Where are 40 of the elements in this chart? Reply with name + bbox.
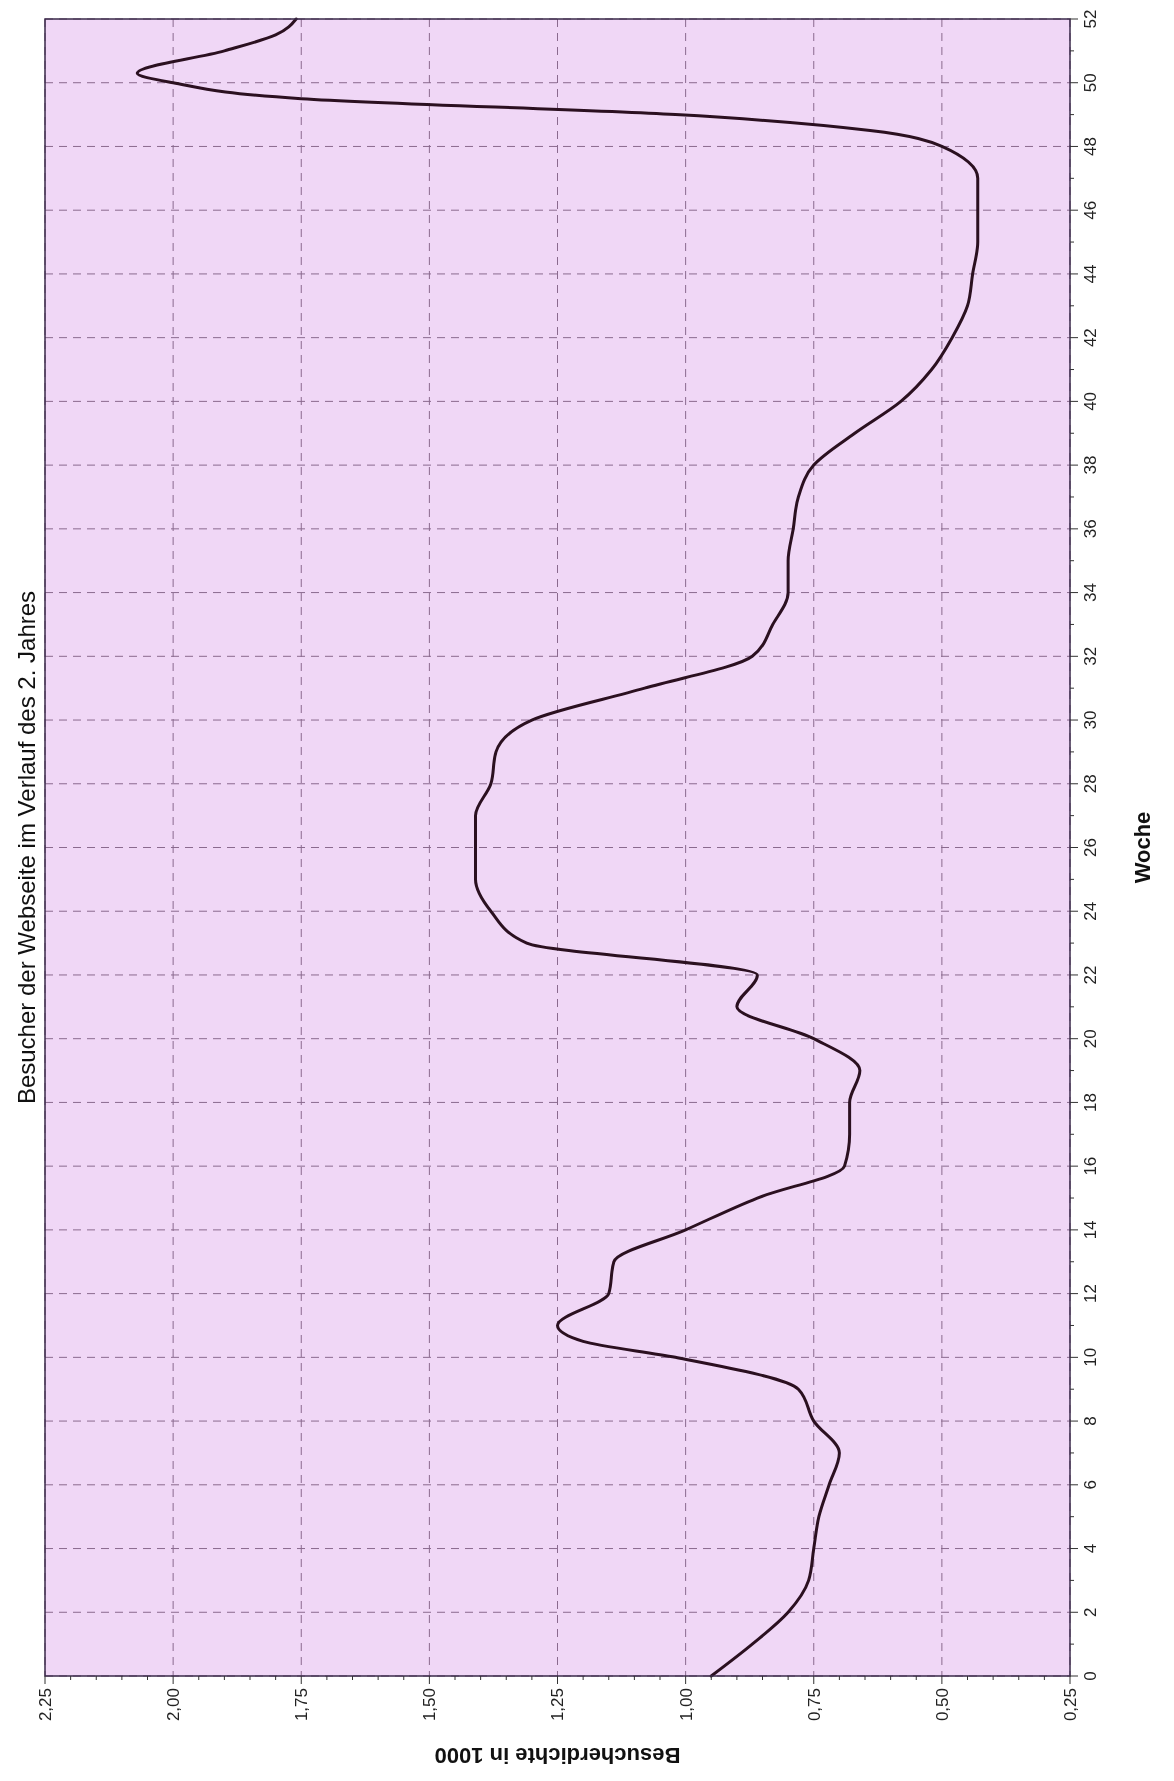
y-tick-label: 32 <box>1080 646 1100 666</box>
y-tick-label: 20 <box>1080 1029 1100 1049</box>
y-tick-label: 8 <box>1080 1416 1100 1426</box>
y-tick-label: 34 <box>1080 583 1100 603</box>
x-tick-label: 0,25 <box>1060 1688 1080 1722</box>
y-tick-label: 26 <box>1080 838 1100 857</box>
y-tick-label: 40 <box>1080 391 1100 411</box>
x-tick-label: 1,00 <box>676 1688 696 1722</box>
y-tick-label: 52 <box>1080 9 1100 29</box>
y-tick-label: 16 <box>1080 1156 1100 1176</box>
text: Besucher der Webseite im Verlauf des 2. Jahres <box>13 590 40 1105</box>
y-tick-label: 50 <box>1080 73 1100 93</box>
x-tick-label: 2,25 <box>35 1688 55 1722</box>
x-tick-label: 2,00 <box>164 1688 184 1722</box>
y-tick-label: 12 <box>1080 1284 1100 1304</box>
x-tick-label: 0,50 <box>932 1688 952 1722</box>
x-tick-label: 1,75 <box>292 1688 312 1722</box>
y-tick-label: 22 <box>1080 965 1100 985</box>
y-tick-label: 2 <box>1080 1607 1100 1617</box>
y-tick-label: 42 <box>1080 328 1100 348</box>
y-tick-label: 44 <box>1080 264 1100 284</box>
y-tick-label: 46 <box>1080 200 1100 220</box>
y-tick-label: 36 <box>1080 519 1100 539</box>
y-tick-label: 24 <box>1080 901 1100 921</box>
y-tick-label: 14 <box>1080 1220 1100 1240</box>
y-tick-label: 10 <box>1080 1347 1100 1367</box>
y-tick-label: 38 <box>1080 455 1100 475</box>
y-tick-label: 30 <box>1080 710 1100 730</box>
y-axis-title: Woche <box>1130 811 1155 884</box>
y-tick-label: 6 <box>1080 1480 1100 1490</box>
x-tick-label: 1,25 <box>548 1688 568 1722</box>
y-tick-label: 48 <box>1080 137 1100 156</box>
y-tick-label: 28 <box>1080 774 1100 794</box>
x-axis-title: Besucherdichte in 1000 <box>434 1743 681 1768</box>
y-tick-label: 0 <box>1080 1671 1100 1681</box>
y-tick-label: 18 <box>1080 1092 1100 1112</box>
x-tick-label: 0,75 <box>804 1688 824 1722</box>
y-tick-label: 4 <box>1080 1543 1100 1554</box>
line-series <box>135 17 980 1678</box>
x-tick-label: 1,50 <box>420 1688 440 1722</box>
